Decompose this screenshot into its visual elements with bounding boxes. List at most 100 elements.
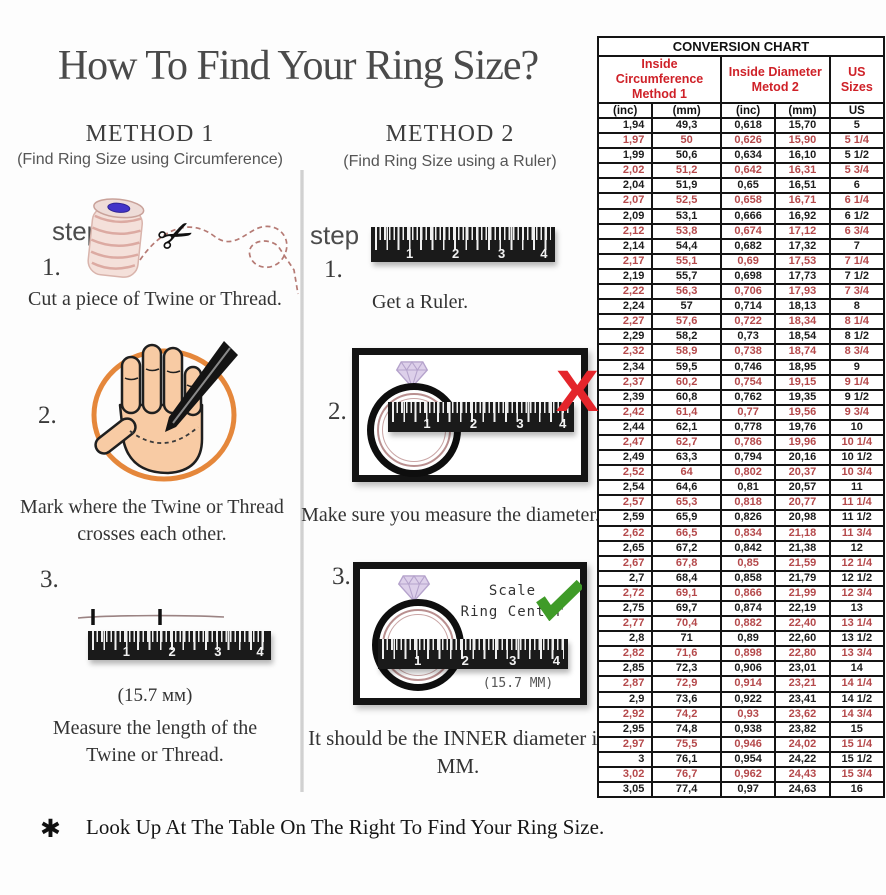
table-cell: 57,6 bbox=[651, 313, 722, 331]
table-cell: 9 1/2 bbox=[828, 388, 886, 406]
table-cell: 2,37 bbox=[596, 373, 654, 391]
table-row: 2,29 58,2 0,73 18,54 8 1/2 bbox=[596, 328, 886, 346]
table-cell: 0,762 bbox=[719, 388, 777, 406]
table-cell: 21,79 bbox=[774, 569, 831, 587]
table-cell: 62,1 bbox=[651, 418, 722, 436]
twine-circle bbox=[91, 348, 237, 482]
hand bbox=[94, 343, 204, 475]
table-cell: 12 1/4 bbox=[828, 554, 886, 572]
table-cell: 22,60 bbox=[774, 630, 831, 648]
table-cell: 13 1/4 bbox=[828, 615, 886, 633]
table-cell: 2,47 bbox=[596, 433, 654, 452]
table-cell: 2,34 bbox=[596, 358, 654, 376]
table-cell: 23,21 bbox=[774, 675, 831, 693]
table-row: 2,57 65,3 0,818 20,77 11 1/4 bbox=[596, 494, 886, 512]
table-cell: 68,4 bbox=[651, 569, 722, 587]
table-cell: 2,44 bbox=[596, 418, 654, 436]
chart-subheader: (inc) bbox=[596, 102, 654, 119]
table-cell: 0,93 bbox=[719, 705, 777, 723]
table-cell: 19,56 bbox=[774, 403, 831, 421]
table-cell: 77,4 bbox=[651, 781, 722, 799]
table-cell: 0,826 bbox=[719, 509, 777, 527]
chart-subheader: (mm) bbox=[651, 102, 722, 119]
table-cell: 23,41 bbox=[774, 690, 831, 708]
table-row: 2,67 67,8 0,85 21,59 12 1/4 bbox=[596, 554, 886, 572]
table-cell: 16 bbox=[828, 781, 886, 799]
ruler-number: 3 bbox=[509, 653, 517, 668]
table-cell: 56,3 bbox=[651, 283, 722, 301]
table-row: 1,97 50 0,626 15,90 5 1/4 bbox=[596, 132, 886, 150]
table-cell: 2,57 bbox=[596, 494, 654, 512]
ruler-number: 1 bbox=[423, 416, 431, 431]
table-cell: 5 1/2 bbox=[828, 147, 886, 165]
table-cell: 1,94 bbox=[596, 116, 654, 135]
table-cell: 2,09 bbox=[596, 207, 654, 225]
table-cell: 9 3/4 bbox=[828, 403, 886, 421]
chart-subheader: (mm) bbox=[774, 102, 831, 119]
table-cell: 0,682 bbox=[719, 237, 777, 255]
table-row: 2,75 69,7 0,874 22,19 13 bbox=[596, 599, 886, 618]
table-cell: 14 3/4 bbox=[828, 705, 886, 723]
table-row: 2,24 57 0,714 18,13 8 bbox=[596, 298, 886, 316]
table-cell: 64 bbox=[651, 464, 722, 482]
table-cell: 14 1/4 bbox=[828, 675, 886, 693]
table-cell: 0,97 bbox=[719, 781, 777, 799]
method1-measurement: (15.7 мм) bbox=[117, 685, 193, 706]
chart-group-circumference: Inside Circumference Method 1 bbox=[597, 55, 722, 104]
table-cell: 67,2 bbox=[651, 539, 722, 557]
table-cell: 0,874 bbox=[719, 599, 777, 618]
measured-thread-illustration bbox=[77, 609, 225, 625]
page-title: How To Find Your Ring Size? bbox=[57, 43, 539, 89]
method2-step-label: step bbox=[310, 220, 360, 250]
table-cell: 0,882 bbox=[719, 615, 777, 633]
table-cell: 18,54 bbox=[774, 328, 831, 346]
method1-step3-number: 3. bbox=[40, 566, 59, 593]
table-cell: 2,62 bbox=[596, 524, 654, 542]
table-cell: 23,62 bbox=[774, 705, 831, 723]
table-cell: 12 bbox=[828, 539, 886, 557]
ruler-number: 3 bbox=[497, 246, 506, 261]
table-cell: 18,13 bbox=[774, 298, 831, 316]
table-cell: 10 1/2 bbox=[828, 449, 886, 467]
table-cell: 15 1/4 bbox=[828, 735, 886, 753]
table-cell: 72,9 bbox=[651, 675, 722, 693]
table-cell: 17,53 bbox=[774, 252, 831, 270]
table-cell: 17,93 bbox=[774, 283, 831, 301]
ruler-method2-step2: 1 2 3 4 bbox=[388, 402, 574, 432]
table-cell: 0,834 bbox=[719, 524, 777, 542]
table-cell: 13 1/2 bbox=[828, 630, 886, 648]
table-cell: 5 3/4 bbox=[828, 162, 886, 180]
table-cell: 0,898 bbox=[719, 645, 777, 663]
chart-subheader: (inc) bbox=[719, 102, 777, 119]
table-cell: 0,914 bbox=[719, 675, 777, 693]
table-cell: 0,818 bbox=[719, 494, 777, 512]
table-cell: 66,5 bbox=[651, 524, 722, 542]
table-row: 2,54 64,6 0,81 20,57 11 bbox=[596, 479, 886, 497]
method1-step3-text: Measure the length of the Twine or Threa… bbox=[52, 717, 258, 766]
table-cell: 2,02 bbox=[596, 162, 654, 180]
ruler-method2-step3: 1 2 3 4 bbox=[378, 639, 568, 669]
table-row: 2,9 73,6 0,922 23,41 14 1/2 bbox=[596, 690, 886, 708]
ruler-number: 4 bbox=[256, 644, 264, 659]
table-cell: 0,69 bbox=[719, 252, 777, 270]
table-cell: 18,74 bbox=[774, 343, 831, 361]
table-cell: 0,962 bbox=[719, 766, 777, 784]
table-cell: 22,40 bbox=[774, 615, 831, 633]
pen-icon bbox=[165, 341, 238, 432]
table-cell: 2,24 bbox=[596, 298, 654, 316]
ruler-method2-step1: 1 2 3 4 bbox=[371, 227, 555, 262]
table-cell: 22,80 bbox=[774, 645, 831, 663]
table-row: 2,07 52,5 0,658 16,71 6 1/4 bbox=[596, 192, 886, 210]
table-row: 2,19 55,7 0,698 17,73 7 1/2 bbox=[596, 267, 886, 286]
table-cell: 9 1/4 bbox=[828, 373, 886, 391]
table-cell: 20,37 bbox=[774, 464, 831, 482]
table-cell: 2,54 bbox=[596, 479, 654, 497]
table-cell: 0,698 bbox=[719, 267, 777, 286]
table-cell: 0,706 bbox=[719, 283, 777, 301]
table-cell: 7 bbox=[828, 237, 886, 255]
table-row: 2,04 51,9 0,65 16,51 6 bbox=[596, 177, 886, 195]
table-cell: 17,12 bbox=[774, 222, 831, 240]
table-cell: 60,2 bbox=[651, 373, 722, 391]
table-row: 2,87 72,9 0,914 23,21 14 1/4 bbox=[596, 675, 886, 693]
table-cell: 2,39 bbox=[596, 388, 654, 406]
